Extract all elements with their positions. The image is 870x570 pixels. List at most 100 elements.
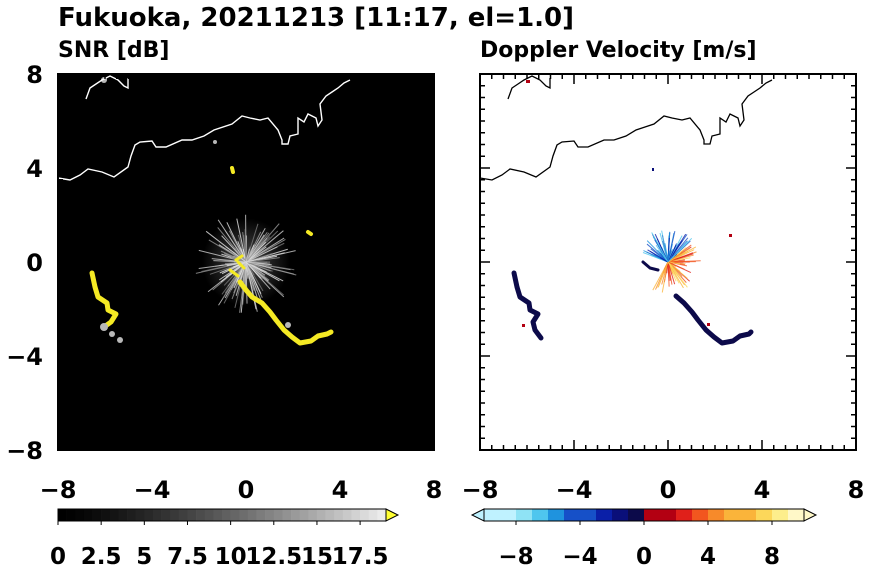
snr-colorbar-swatch [342, 509, 352, 521]
doppler-colorbar-swatch [724, 509, 741, 521]
doppler-colorbar-swatch [596, 509, 613, 521]
clutter-ray [667, 237, 693, 263]
doppler-colorbar-swatch [756, 509, 773, 521]
doppler-colorbar-swatch [484, 509, 501, 521]
snr-colorbar-swatch [299, 509, 309, 521]
clutter-ray [245, 261, 272, 266]
doppler-colorbar-swatch [676, 509, 693, 521]
clutter-ray [659, 232, 669, 263]
snr-colorbar-swatch [377, 509, 387, 521]
clutter-ray [667, 230, 676, 263]
snr-colorbar-swatch [101, 509, 111, 521]
clutter-ray [667, 250, 670, 263]
clutter-ray [667, 237, 689, 263]
snr-colorbar-swatch [368, 509, 378, 521]
snr-colorbar-frame [57, 508, 387, 522]
doppler-colorbar-labels: −8 −4 0 4 8 [498, 544, 780, 570]
clutter-ray [245, 223, 280, 263]
snr-echoes [89, 166, 334, 346]
figure-title: Fukuoka, 20211213 [11:17, el=1.0] [58, 3, 574, 33]
clutter-ray [663, 261, 669, 274]
doppler-colorbar-tick-label: −4 [562, 544, 597, 570]
snr-colorbar-swatch [282, 509, 292, 521]
clutter-ray [667, 246, 697, 263]
snr-colorbar-tick-label: 7.5 [167, 544, 208, 570]
snr-colorbar-tick-label: 2.5 [81, 544, 122, 570]
snr-panel-title: SNR [dB] [58, 38, 169, 63]
y-tick-label: −8 [6, 437, 43, 465]
doppler-colorbar-swatch [548, 509, 565, 521]
snr-panel: SNR [dB] [6, 38, 442, 570]
doppler-colorbar-tick-label: −8 [498, 544, 533, 570]
snr-colorbar-swatch [152, 509, 162, 521]
clutter-ray [226, 261, 247, 267]
snr-colorbar-swatch [351, 509, 361, 521]
snr-colorbar-swatch [161, 509, 171, 521]
clutter-ray [245, 234, 265, 263]
y-tick-label: 0 [26, 249, 43, 277]
doppler-colorbar-swatch [612, 509, 629, 521]
clutter-ray [244, 229, 247, 263]
snr-colorbar-swatch [256, 509, 266, 521]
doppler-echo-southeast [673, 293, 754, 346]
doppler-colorbar-swatch [628, 509, 645, 521]
clutter-ray [667, 244, 677, 263]
snr-x-tick-labels: −8 −4 0 4 8 [40, 476, 443, 504]
snr-colorbar-swatch [66, 509, 76, 521]
snr-colorbar [57, 508, 400, 525]
doppler-colorbar-swatch [580, 509, 597, 521]
snr-colorbar-swatch [204, 509, 214, 521]
snr-colorbar-swatch [127, 509, 136, 521]
snr-colorbar-swatch [230, 509, 240, 521]
clutter-ray [245, 261, 273, 272]
doppler-data-layer [480, 75, 773, 346]
doppler-tick-marks [479, 73, 857, 451]
y-tick-label: 8 [26, 61, 43, 89]
doppler-colorbar-swatch [740, 509, 757, 521]
x-tick-label: 8 [848, 476, 865, 504]
doppler-panel-title: Doppler Velocity [m/s] [480, 38, 757, 63]
doppler-colorbar-swatch [564, 509, 581, 521]
snr-colorbar-tick-label: 0 [50, 544, 66, 570]
x-tick-label: 0 [238, 476, 255, 504]
snr-colorbar-swatch [187, 509, 197, 521]
snr-colorbar-tick-label: 12.5 [245, 544, 302, 570]
doppler-echo-near [641, 260, 660, 272]
snr-colorbar-swatch [170, 509, 180, 521]
x-tick-label: 4 [754, 476, 771, 504]
snr-colorbar-swatch [239, 509, 249, 521]
doppler-colorbar-tick-label: 8 [764, 544, 780, 570]
snr-colorbar-swatch [118, 509, 128, 521]
snr-colorbar-tick-label: 15 [301, 544, 333, 570]
doppler-colorbar-swatch [516, 509, 533, 521]
doppler-colorbar-extend-max [803, 508, 818, 522]
doppler-colorbar [470, 508, 818, 525]
snr-colorbar-swatch [58, 509, 67, 521]
snr-colorbar-swatch [265, 509, 275, 521]
doppler-panel: Doppler Velocity [m/s] −8 −4 0 4 8 −8 −4 0 4 8 [462, 38, 865, 570]
snr-echo-east [306, 230, 313, 236]
clutter-ray [667, 261, 677, 275]
snr-colorbar-swatch [196, 509, 206, 521]
clutter-ray [667, 261, 681, 265]
clutter-ray [245, 237, 285, 263]
snr-colorbar-swatch [222, 509, 231, 521]
clutter-ray [245, 261, 262, 279]
x-tick-label: 8 [426, 476, 443, 504]
snr-colorbar-swatch [178, 509, 188, 521]
snr-colorbar-swatch [109, 509, 119, 521]
x-tick-label: −8 [462, 476, 499, 504]
clutter-ray [211, 258, 247, 263]
clutter-ray [664, 243, 669, 263]
doppler-speckles [522, 80, 732, 327]
doppler-colorbar-swatch [692, 509, 709, 521]
doppler-colorbar-tick-label: 4 [700, 544, 716, 570]
y-tick-label: −4 [6, 343, 43, 371]
snr-colorbar-swatch [135, 509, 145, 521]
doppler-colorbar-swatch [660, 509, 677, 521]
doppler-echoes [511, 260, 754, 346]
clutter-ray [245, 261, 264, 292]
doppler-colorbar-swatch [788, 509, 805, 521]
snr-colorbar-swatch [291, 509, 300, 521]
